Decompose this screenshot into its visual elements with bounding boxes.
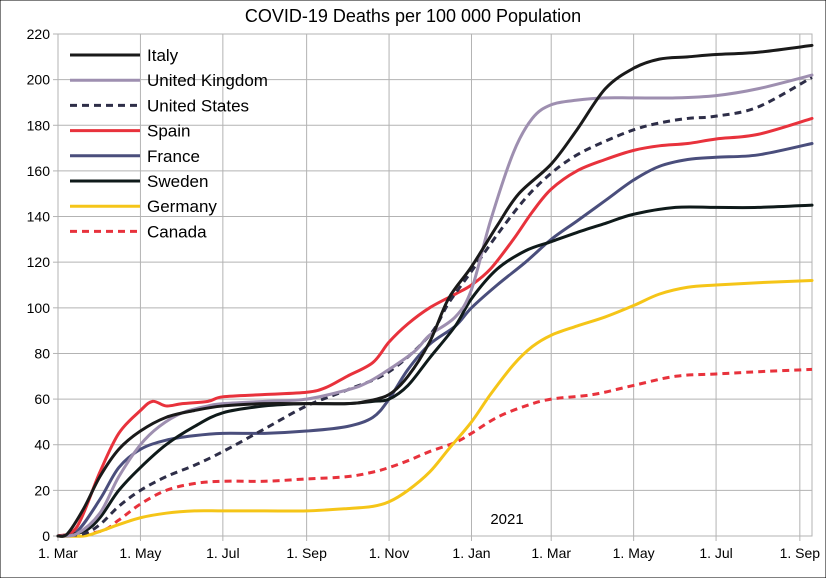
x-tick-label: 1. Jul — [699, 545, 732, 561]
y-tick-label: 60 — [34, 391, 50, 407]
plot-area-frame — [57, 33, 813, 537]
y-tick-label: 140 — [27, 209, 51, 225]
y-tick-label: 100 — [27, 300, 51, 316]
legend: Italy United Kingdom United States Spain Fra… — [70, 46, 268, 241]
series-line-germany — [56, 278, 814, 538]
x-tick-label: 1. May — [119, 545, 161, 561]
x-tick-label: 1. May — [613, 545, 655, 561]
x-tick-label: 1. Jan — [452, 545, 490, 561]
x-tick-label: 1. Mar — [38, 545, 78, 561]
legend-label-france: France — [147, 147, 200, 166]
y-tick-label: 220 — [27, 26, 51, 42]
legend-label-spain: Spain — [147, 122, 190, 141]
y-tick-label: 40 — [34, 437, 50, 453]
x-tick-label: 1. Sep — [780, 545, 821, 561]
x-tick-label: 1. Mar — [531, 545, 571, 561]
y-tick-label: 160 — [27, 163, 51, 179]
y-tick-label: 80 — [34, 345, 50, 361]
y-tick-label: 120 — [27, 254, 51, 270]
series-line-united-kingdom — [56, 73, 814, 538]
y-tick-label: 200 — [27, 72, 51, 88]
legend-label-italy: Italy — [147, 46, 179, 65]
series-line-france — [56, 142, 814, 538]
series-lines — [56, 43, 814, 538]
series-line-sweden — [56, 203, 814, 538]
series-line-canada — [57, 367, 813, 538]
legend-label-sweden: Sweden — [147, 172, 208, 191]
y-tick-label: 0 — [42, 528, 50, 544]
axes: 0 20 40 60 80 100 120 140 160 180 200 220 1. Mar 1. M… — [27, 26, 821, 561]
x-tick-label: 1. Sep — [286, 545, 327, 561]
legend-label-united-kingdom: United Kingdom — [147, 71, 268, 90]
legend-label-canada: Canada — [147, 222, 207, 241]
chart-title: COVID-19 Deaths per 100 000 Population — [245, 6, 581, 26]
series-line-italy — [56, 43, 814, 538]
x-tick-label: 1. Nov — [369, 545, 409, 561]
y-tick-label: 20 — [34, 482, 50, 498]
y-tick-label: 180 — [27, 117, 51, 133]
legend-label-united-states: United States — [147, 96, 249, 115]
x-tick-label: 1. Jul — [206, 545, 239, 561]
legend-label-germany: Germany — [147, 197, 217, 216]
series-line-spain — [56, 116, 814, 538]
year-annotation: 2021 — [490, 511, 523, 528]
